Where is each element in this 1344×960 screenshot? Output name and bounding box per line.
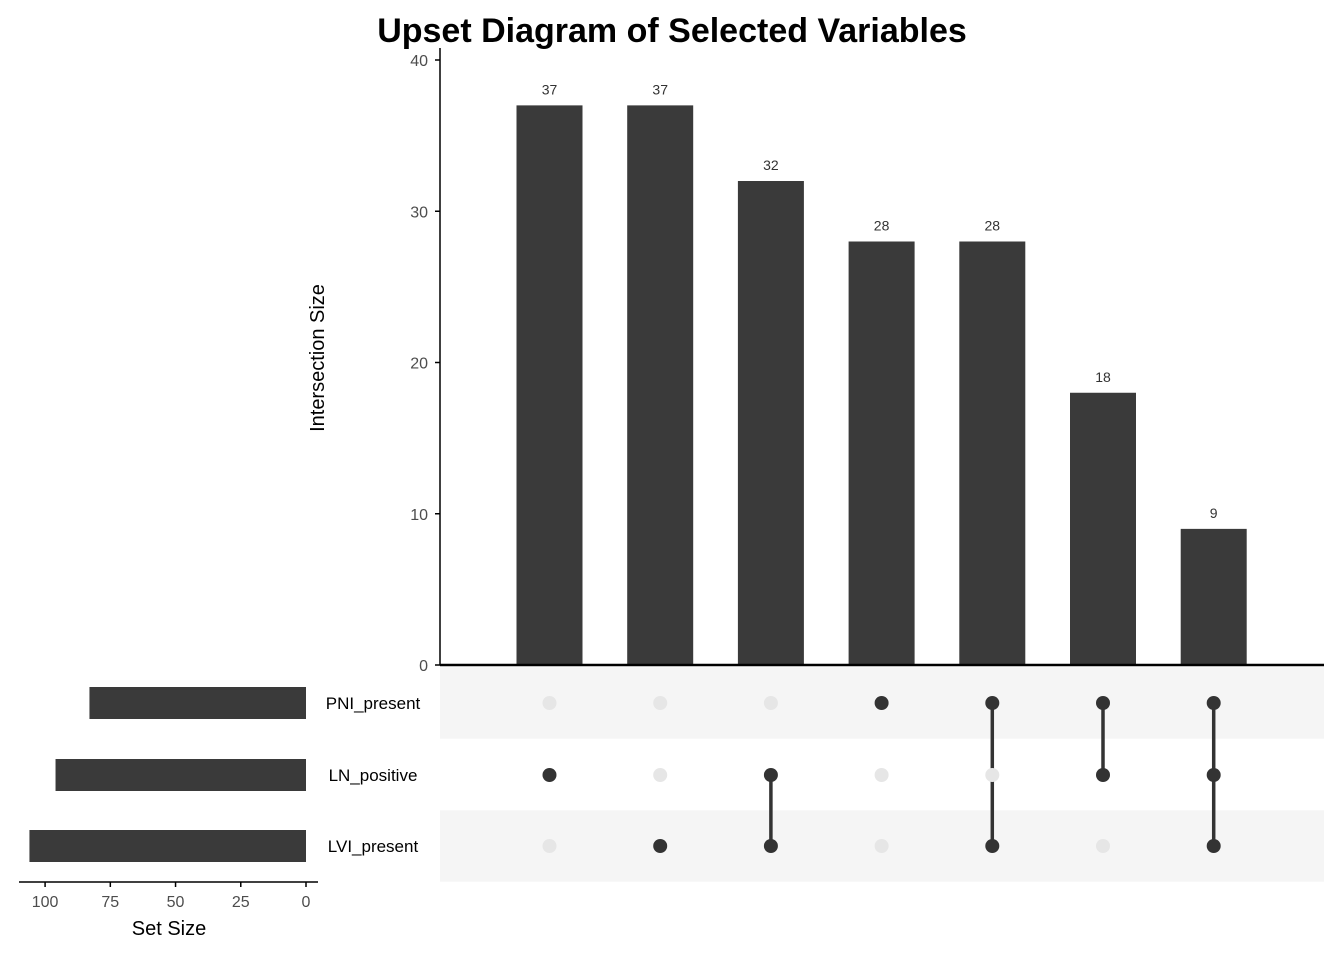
matrix-dot-active (763, 839, 778, 853)
set-size-bar (29, 830, 306, 862)
bar-value-label: 28 (985, 218, 1001, 234)
matrix-dot-active (874, 696, 889, 710)
matrix-dot-inactive (542, 839, 557, 853)
set-size-tick-label: 0 (302, 894, 311, 911)
matrix-dot-inactive (874, 768, 889, 782)
set-name-label: PNI_present (326, 694, 421, 713)
matrix-dot-active (985, 696, 1000, 710)
bar-value-label: 28 (874, 218, 890, 234)
y-tick-label: 20 (410, 356, 428, 373)
bar-value-label: 18 (1095, 369, 1111, 385)
matrix-dot-inactive (542, 696, 557, 710)
matrix-dot-active (1206, 839, 1221, 853)
chart-title: Upset Diagram of Selected Variables (377, 12, 967, 50)
intersection-bar (959, 241, 1026, 665)
bar-value-label: 9 (1210, 505, 1218, 521)
y-tick-label: 10 (410, 507, 428, 524)
set-size-axis-label: Set Size (132, 918, 206, 940)
set-size-tick-label: 25 (232, 894, 250, 911)
matrix-dot-active (763, 768, 778, 782)
intersection-bar (1180, 528, 1247, 665)
set-name-label: LN_positive (329, 766, 418, 785)
set-size-tick-label: 50 (167, 894, 185, 911)
set-size-bars: 100 75 50 25 0 (19, 687, 318, 911)
matrix-dot-inactive (1096, 839, 1110, 853)
intersection-bar (848, 241, 915, 665)
y-tick-label: 0 (419, 658, 428, 675)
matrix-dot-active (985, 839, 1000, 853)
matrix-dot-active (542, 768, 557, 782)
axes: 0 10 20 30 40 (410, 48, 1324, 675)
set-size-bar (89, 687, 306, 719)
set-size-tick-label: 100 (32, 894, 59, 911)
intersection-bar (627, 105, 694, 665)
matrix-dot-active (1096, 768, 1110, 782)
bar-value-label: 37 (652, 81, 668, 97)
intersection-bar (516, 105, 583, 665)
intersection-bars: 37 37 32 28 28 18 9 (516, 81, 1247, 665)
matrix-dot-inactive (874, 839, 889, 853)
matrix-dot-inactive (763, 696, 778, 710)
intersection-bar (737, 181, 804, 665)
matrix-dot-inactive (653, 768, 668, 782)
matrix-dot-inactive (985, 768, 1000, 782)
y-tick-label: 40 (410, 53, 428, 70)
matrix-dot-active (1206, 768, 1221, 782)
matrix-dot-inactive (653, 696, 668, 710)
y-tick-label: 30 (410, 204, 428, 221)
set-size-bar (55, 759, 307, 791)
bar-value-label: 32 (763, 157, 779, 173)
matrix-dot-active (1096, 696, 1110, 710)
set-size-tick-label: 75 (101, 894, 119, 911)
membership-matrix: PNI_present LN_positive LVI_present (326, 694, 1221, 856)
matrix-dot-active (653, 839, 668, 853)
set-name-label: LVI_present (328, 837, 419, 856)
y-axis-label: Intersection Size (307, 284, 329, 432)
matrix-dot-active (1206, 696, 1221, 710)
intersection-bar (1070, 392, 1136, 665)
bar-value-label: 37 (542, 81, 558, 97)
